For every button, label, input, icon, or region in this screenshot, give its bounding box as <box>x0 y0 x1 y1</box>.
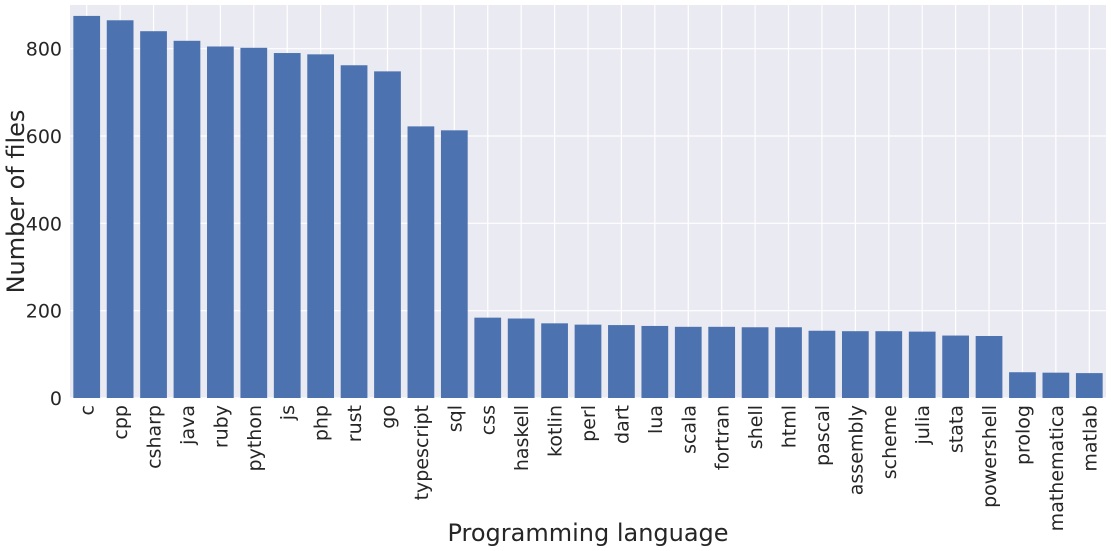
bar-css <box>474 317 502 398</box>
x-tick-label-shell: shell <box>745 405 767 449</box>
x-tick-label-prolog: prolog <box>1012 405 1034 465</box>
bar-pascal <box>808 330 836 398</box>
x-tick-labels: c cpp csharp java ruby python js php rust go types… <box>77 405 1102 531</box>
x-axis-title: Programming language <box>447 519 728 547</box>
x-tick-label-typescript: typescript <box>411 405 433 500</box>
bar-ruby <box>207 46 234 398</box>
bar-java <box>173 40 201 398</box>
x-tick-label-cpp: cpp <box>110 405 132 440</box>
bar-shell <box>741 327 769 398</box>
bar-cpp <box>106 20 134 399</box>
bar-haskell <box>507 318 535 398</box>
y-tick-label: 200 <box>26 301 62 323</box>
x-tick-label-dart: dart <box>611 405 633 444</box>
bar-assembly <box>841 331 869 398</box>
bar-kotlin <box>541 323 568 398</box>
x-tick-label-go: go <box>377 405 399 429</box>
bar-perl <box>574 324 602 398</box>
bar-matlab <box>1075 373 1103 398</box>
x-tick-label-html: html <box>779 405 801 448</box>
bar-dart <box>608 325 635 398</box>
x-tick-label-ruby: ruby <box>210 405 232 448</box>
bar-sql <box>440 130 468 398</box>
bar-go <box>374 71 401 398</box>
y-tick-label: 400 <box>26 213 62 235</box>
bar-scala <box>674 326 702 398</box>
x-tick-label-haskell: haskell <box>511 405 533 471</box>
y-tick-label: 600 <box>26 126 62 148</box>
bar-php <box>307 54 335 399</box>
x-tick-label-scala: scala <box>678 405 700 454</box>
x-tick-label-csharp: csharp <box>144 405 166 469</box>
bar-html <box>775 327 802 398</box>
x-tick-label-java: java <box>177 405 199 446</box>
x-tick-label-powershell: powershell <box>979 405 1001 508</box>
x-tick-label-mathematica: mathematica <box>1046 405 1068 531</box>
y-tick-labels: 0 200 400 600 800 <box>26 39 62 410</box>
bar-scheme <box>875 331 903 398</box>
x-tick-label-lua: lua <box>645 405 667 434</box>
bar-prolog <box>1009 372 1036 398</box>
x-tick-label-css: css <box>478 405 500 435</box>
x-tick-label-perl: perl <box>578 405 600 442</box>
x-tick-label-matlab: matlab <box>1079 405 1101 472</box>
bar-powershell <box>975 335 1003 398</box>
bar-mathematica <box>1042 372 1070 398</box>
bar-c <box>73 15 101 399</box>
bars <box>73 15 1103 399</box>
bar-csharp <box>140 31 167 398</box>
x-tick-label-js: js <box>277 405 299 421</box>
bar-fortran <box>708 326 736 398</box>
x-tick-label-julia: julia <box>912 405 934 446</box>
y-axis-title: Number of files <box>2 110 30 294</box>
bar-stata <box>942 335 969 398</box>
x-tick-label-sql: sql <box>444 405 466 432</box>
bar-julia <box>908 331 936 398</box>
bar-typescript <box>407 126 435 398</box>
x-tick-label-php: php <box>311 405 333 441</box>
x-tick-label-assembly: assembly <box>845 405 867 495</box>
x-tick-label-scheme: scheme <box>879 405 901 479</box>
bar-rust <box>340 65 368 398</box>
x-tick-label-c: c <box>77 405 99 415</box>
bar-lua <box>641 325 669 398</box>
x-tick-label-stata: stata <box>946 405 968 453</box>
bar-python <box>240 47 268 398</box>
x-tick-label-python: python <box>244 405 266 471</box>
x-tick-label-pascal: pascal <box>812 405 834 466</box>
bar-js <box>273 53 301 399</box>
x-tick-label-rust: rust <box>344 405 366 442</box>
x-tick-label-kotlin: kotlin <box>545 405 567 457</box>
y-tick-label: 0 <box>50 388 62 410</box>
y-tick-label: 800 <box>26 39 62 61</box>
x-tick-label-fortran: fortran <box>712 405 734 470</box>
